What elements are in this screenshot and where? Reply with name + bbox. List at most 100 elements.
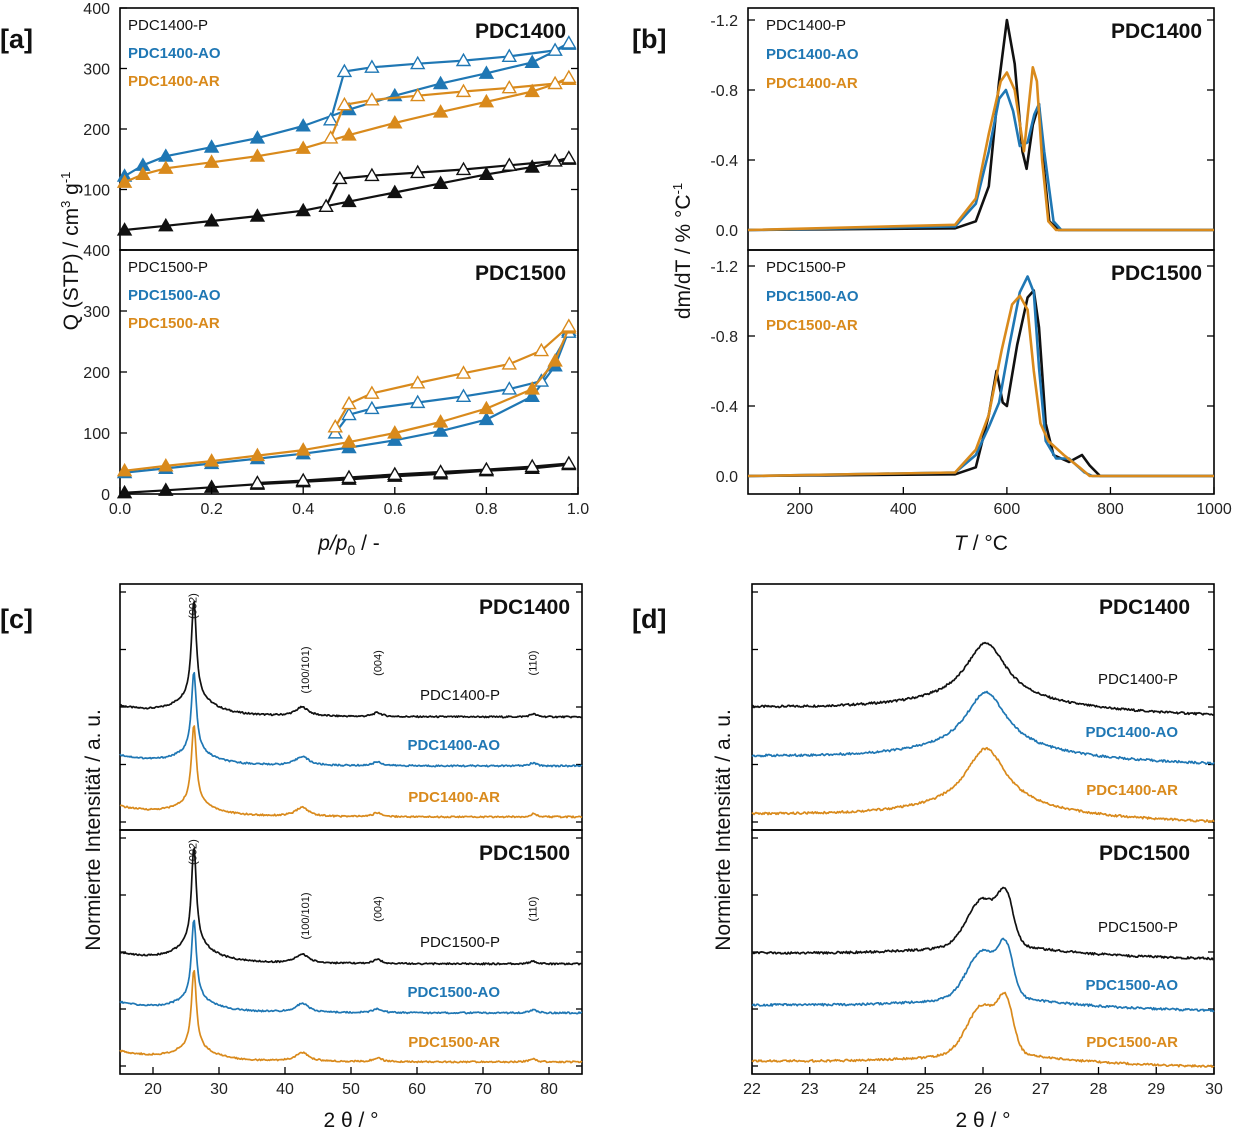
data-point — [409, 55, 426, 70]
x-tick-label: 40 — [276, 1081, 294, 1098]
data-point — [318, 198, 334, 213]
data-point — [364, 385, 380, 399]
subplot-PDC1400: 100 200 300 400 PDC1400-P PDC1400-AO PDC1400-A… — [83, 1, 579, 251]
x-tick-label: 0.6 — [384, 501, 406, 518]
y-axis-label: Normierte Intensität / a. u. — [82, 709, 105, 951]
data-point — [432, 414, 449, 428]
legend-entry: PDC1400-P — [128, 17, 208, 34]
data-point — [561, 318, 577, 332]
peak-label: (004) — [372, 896, 384, 922]
label-part: / - — [355, 532, 380, 555]
x-tick-label: 23 — [801, 1081, 819, 1098]
panel-label: [c] — [0, 604, 33, 634]
subplot-PDC1500: 0 100 200 300 400 PDC1500-P PDC1500-AO PDC1500-… — [83, 243, 579, 504]
xrd-zoom-pattern — [751, 886, 1215, 961]
y-tick-label: 100 — [83, 183, 110, 200]
dtg-curve — [747, 88, 1214, 232]
legend-entry: PDC1500-AO — [128, 287, 221, 304]
subplot-PDC1500: PDC1500-P PDC1500-AO PDC1500-AR PDC1500 (002… — [119, 829, 583, 1075]
series-label: PDC1500-AO — [1085, 977, 1178, 994]
data-point — [561, 455, 577, 470]
subplot-title: PDC1400 — [475, 20, 566, 43]
data-point — [547, 75, 563, 90]
x-tick-label: 200 — [786, 501, 813, 518]
peak-label: (100/101) — [300, 892, 312, 939]
data-point — [478, 65, 495, 79]
data-point — [364, 400, 380, 415]
data-point — [327, 418, 343, 433]
data-point — [116, 222, 133, 236]
data-point — [561, 150, 577, 164]
label-part: p/p — [317, 532, 347, 555]
y-axis-label: dm/dT / % °C-1 — [670, 183, 695, 319]
y-tick-label: 300 — [83, 304, 110, 321]
x-tick-label: 800 — [1097, 501, 1124, 518]
y-tick-label: 300 — [83, 62, 110, 79]
dtg-curve — [747, 275, 1214, 478]
xrd-pattern — [119, 969, 583, 1064]
data-point — [341, 395, 357, 410]
data-point — [547, 353, 563, 367]
data-point — [249, 208, 266, 222]
series-label: PDC1400-P — [1098, 671, 1178, 688]
data-point — [455, 365, 472, 379]
y-tick-label: 200 — [83, 365, 110, 382]
x-tick-label: 20 — [144, 1081, 162, 1098]
data-point — [478, 400, 495, 415]
data-point — [501, 381, 518, 395]
data-point — [158, 217, 174, 232]
data-point — [547, 42, 563, 56]
subplot-PDC1400: PDC1400-P PDC1400-AO PDC1400-AR PDC1400 — [751, 583, 1215, 831]
data-point — [524, 458, 540, 473]
series-label: PDC1400-AR — [408, 789, 500, 806]
legend-entry: PDC1400-AO — [128, 45, 221, 62]
legend-entry: PDC1400-AR — [766, 75, 858, 92]
data-point — [116, 462, 133, 477]
data-point — [455, 52, 472, 67]
y-tick-label: -0.8 — [710, 329, 738, 346]
subplot-title: PDC1400 — [1111, 20, 1202, 43]
data-point — [455, 388, 472, 402]
peak-label: (100/101) — [300, 646, 312, 693]
subplot-title: PDC1500 — [479, 842, 570, 865]
series-label: PDC1500-AR — [1086, 1034, 1178, 1051]
series-label: PDC1400-AO — [407, 737, 500, 754]
data-point — [364, 59, 380, 73]
data-point — [295, 140, 311, 154]
y-tick-label: 0.0 — [716, 223, 738, 240]
data-point — [432, 175, 449, 190]
label-part: g — [60, 183, 83, 201]
x-tick-label: 25 — [916, 1081, 934, 1098]
data-point — [501, 79, 518, 94]
y-axis-label: Q (STP) / cm3 g-1 — [58, 172, 83, 331]
plot-frame — [747, 7, 1215, 251]
data-point — [432, 423, 449, 437]
legend-entry: PDC1500-AR — [766, 317, 858, 334]
data-point — [524, 54, 540, 69]
x-tick-label: 60 — [408, 1081, 426, 1098]
series-label: PDC1500-P — [420, 934, 500, 951]
data-point — [524, 159, 540, 173]
series-label: PDC1400-AR — [1086, 782, 1178, 799]
panel-label: [a] — [0, 24, 33, 54]
y-tick-label: -0.8 — [710, 83, 738, 100]
desorption-line — [325, 156, 570, 207]
data-point — [387, 184, 403, 199]
subplot-title: PDC1500 — [475, 262, 566, 285]
legend-entry: PDC1500-P — [128, 259, 208, 276]
data-point — [336, 96, 353, 111]
subplot-title: PDC1500 — [1099, 842, 1190, 865]
series-label: PDC1500-AR — [408, 1034, 500, 1051]
y-tick-label: 400 — [83, 1, 110, 18]
xrd-pattern — [119, 725, 583, 819]
legend-entry: PDC1400-AR — [128, 73, 220, 90]
xrd-zoom-pattern — [751, 746, 1215, 824]
data-point — [135, 166, 151, 180]
x-axis-label: 2 θ / ° — [323, 1109, 378, 1132]
data-point — [432, 75, 449, 90]
data-point — [478, 461, 495, 476]
x-tick-label: 50 — [342, 1081, 360, 1098]
data-point — [116, 484, 133, 499]
y-tick-label: 100 — [83, 426, 110, 443]
data-point — [409, 375, 426, 389]
